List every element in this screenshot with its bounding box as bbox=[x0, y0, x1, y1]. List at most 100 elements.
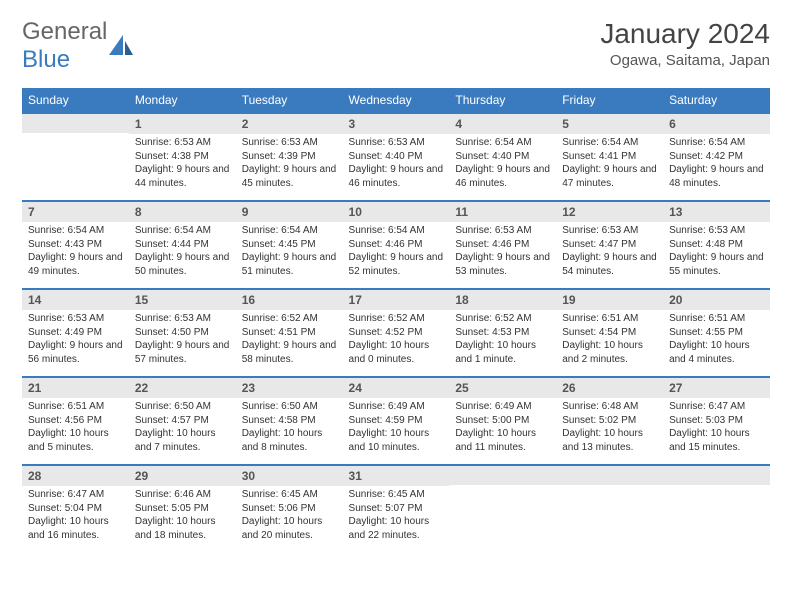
daylight-text: Daylight: 10 hours and 10 minutes. bbox=[349, 427, 444, 454]
calendar-cell: 3Sunrise: 6:53 AMSunset: 4:40 PMDaylight… bbox=[343, 113, 450, 201]
day-body: Sunrise: 6:53 AMSunset: 4:40 PMDaylight:… bbox=[343, 134, 450, 194]
sunrise-text: Sunrise: 6:52 AM bbox=[455, 312, 550, 326]
day-number: 17 bbox=[343, 290, 450, 310]
sunrise-text: Sunrise: 6:53 AM bbox=[135, 312, 230, 326]
calendar-cell bbox=[449, 465, 556, 553]
sunset-text: Sunset: 4:58 PM bbox=[242, 414, 337, 428]
sunset-text: Sunset: 4:54 PM bbox=[562, 326, 657, 340]
calendar-cell: 22Sunrise: 6:50 AMSunset: 4:57 PMDayligh… bbox=[129, 377, 236, 465]
daylight-text: Daylight: 9 hours and 47 minutes. bbox=[562, 163, 657, 190]
sunrise-text: Sunrise: 6:46 AM bbox=[135, 488, 230, 502]
month-title: January 2024 bbox=[600, 18, 770, 50]
daylight-text: Daylight: 10 hours and 0 minutes. bbox=[349, 339, 444, 366]
daylight-text: Daylight: 10 hours and 13 minutes. bbox=[562, 427, 657, 454]
sunset-text: Sunset: 4:44 PM bbox=[135, 238, 230, 252]
calendar-cell: 14Sunrise: 6:53 AMSunset: 4:49 PMDayligh… bbox=[22, 289, 129, 377]
sunrise-text: Sunrise: 6:53 AM bbox=[28, 312, 123, 326]
day-header: Wednesday bbox=[343, 88, 450, 113]
day-number: 13 bbox=[663, 202, 770, 222]
day-body: Sunrise: 6:52 AMSunset: 4:51 PMDaylight:… bbox=[236, 310, 343, 370]
daylight-text: Daylight: 9 hours and 48 minutes. bbox=[669, 163, 764, 190]
day-body: Sunrise: 6:51 AMSunset: 4:56 PMDaylight:… bbox=[22, 398, 129, 458]
sunrise-text: Sunrise: 6:54 AM bbox=[669, 136, 764, 150]
day-body: Sunrise: 6:49 AMSunset: 4:59 PMDaylight:… bbox=[343, 398, 450, 458]
sunset-text: Sunset: 4:47 PM bbox=[562, 238, 657, 252]
daylight-text: Daylight: 9 hours and 44 minutes. bbox=[135, 163, 230, 190]
calendar-cell: 26Sunrise: 6:48 AMSunset: 5:02 PMDayligh… bbox=[556, 377, 663, 465]
day-number: 9 bbox=[236, 202, 343, 222]
sunset-text: Sunset: 4:55 PM bbox=[669, 326, 764, 340]
calendar-cell: 13Sunrise: 6:53 AMSunset: 4:48 PMDayligh… bbox=[663, 201, 770, 289]
day-number: 12 bbox=[556, 202, 663, 222]
sunset-text: Sunset: 4:42 PM bbox=[669, 150, 764, 164]
calendar-cell: 8Sunrise: 6:54 AMSunset: 4:44 PMDaylight… bbox=[129, 201, 236, 289]
day-body: Sunrise: 6:48 AMSunset: 5:02 PMDaylight:… bbox=[556, 398, 663, 458]
day-body: Sunrise: 6:47 AMSunset: 5:03 PMDaylight:… bbox=[663, 398, 770, 458]
sunrise-text: Sunrise: 6:53 AM bbox=[562, 224, 657, 238]
calendar-row: 21Sunrise: 6:51 AMSunset: 4:56 PMDayligh… bbox=[22, 377, 770, 465]
header: General Blue January 2024 Ogawa, Saitama… bbox=[22, 18, 770, 74]
day-body: Sunrise: 6:54 AMSunset: 4:40 PMDaylight:… bbox=[449, 134, 556, 194]
sunset-text: Sunset: 4:50 PM bbox=[135, 326, 230, 340]
day-body: Sunrise: 6:47 AMSunset: 5:04 PMDaylight:… bbox=[22, 486, 129, 546]
calendar-cell: 11Sunrise: 6:53 AMSunset: 4:46 PMDayligh… bbox=[449, 201, 556, 289]
calendar-cell: 30Sunrise: 6:45 AMSunset: 5:06 PMDayligh… bbox=[236, 465, 343, 553]
sunset-text: Sunset: 4:46 PM bbox=[455, 238, 550, 252]
day-body: Sunrise: 6:53 AMSunset: 4:50 PMDaylight:… bbox=[129, 310, 236, 370]
sunset-text: Sunset: 4:38 PM bbox=[135, 150, 230, 164]
day-number: 3 bbox=[343, 114, 450, 134]
day-number: 8 bbox=[129, 202, 236, 222]
calendar-cell: 12Sunrise: 6:53 AMSunset: 4:47 PMDayligh… bbox=[556, 201, 663, 289]
daylight-text: Daylight: 9 hours and 51 minutes. bbox=[242, 251, 337, 278]
logo: General Blue bbox=[22, 18, 135, 74]
sunset-text: Sunset: 4:39 PM bbox=[242, 150, 337, 164]
daylight-text: Daylight: 10 hours and 15 minutes. bbox=[669, 427, 764, 454]
calendar-cell: 25Sunrise: 6:49 AMSunset: 5:00 PMDayligh… bbox=[449, 377, 556, 465]
sunset-text: Sunset: 5:03 PM bbox=[669, 414, 764, 428]
day-body: Sunrise: 6:54 AMSunset: 4:46 PMDaylight:… bbox=[343, 222, 450, 282]
day-body: Sunrise: 6:53 AMSunset: 4:49 PMDaylight:… bbox=[22, 310, 129, 370]
day-header-row: Sunday Monday Tuesday Wednesday Thursday… bbox=[22, 88, 770, 113]
sunrise-text: Sunrise: 6:53 AM bbox=[242, 136, 337, 150]
day-body: Sunrise: 6:52 AMSunset: 4:53 PMDaylight:… bbox=[449, 310, 556, 370]
day-number: 30 bbox=[236, 466, 343, 486]
sunset-text: Sunset: 4:51 PM bbox=[242, 326, 337, 340]
sunrise-text: Sunrise: 6:54 AM bbox=[455, 136, 550, 150]
sunset-text: Sunset: 4:57 PM bbox=[135, 414, 230, 428]
calendar-cell: 17Sunrise: 6:52 AMSunset: 4:52 PMDayligh… bbox=[343, 289, 450, 377]
day-number: 26 bbox=[556, 378, 663, 398]
daylight-text: Daylight: 10 hours and 18 minutes. bbox=[135, 515, 230, 542]
daylight-text: Daylight: 9 hours and 53 minutes. bbox=[455, 251, 550, 278]
day-number: 19 bbox=[556, 290, 663, 310]
calendar-cell: 5Sunrise: 6:54 AMSunset: 4:41 PMDaylight… bbox=[556, 113, 663, 201]
day-number: 15 bbox=[129, 290, 236, 310]
day-body: Sunrise: 6:52 AMSunset: 4:52 PMDaylight:… bbox=[343, 310, 450, 370]
day-body: Sunrise: 6:53 AMSunset: 4:48 PMDaylight:… bbox=[663, 222, 770, 282]
day-header: Friday bbox=[556, 88, 663, 113]
day-body: Sunrise: 6:49 AMSunset: 5:00 PMDaylight:… bbox=[449, 398, 556, 458]
day-body: Sunrise: 6:54 AMSunset: 4:41 PMDaylight:… bbox=[556, 134, 663, 194]
sunrise-text: Sunrise: 6:53 AM bbox=[349, 136, 444, 150]
day-number bbox=[449, 466, 556, 485]
calendar-row: 28Sunrise: 6:47 AMSunset: 5:04 PMDayligh… bbox=[22, 465, 770, 553]
sunset-text: Sunset: 5:07 PM bbox=[349, 502, 444, 516]
title-block: January 2024 Ogawa, Saitama, Japan bbox=[600, 18, 770, 69]
daylight-text: Daylight: 10 hours and 16 minutes. bbox=[28, 515, 123, 542]
day-number: 10 bbox=[343, 202, 450, 222]
calendar-cell bbox=[556, 465, 663, 553]
sunset-text: Sunset: 5:02 PM bbox=[562, 414, 657, 428]
day-number: 31 bbox=[343, 466, 450, 486]
day-body: Sunrise: 6:54 AMSunset: 4:44 PMDaylight:… bbox=[129, 222, 236, 282]
sunset-text: Sunset: 4:59 PM bbox=[349, 414, 444, 428]
day-number: 29 bbox=[129, 466, 236, 486]
sunrise-text: Sunrise: 6:54 AM bbox=[349, 224, 444, 238]
day-body: Sunrise: 6:53 AMSunset: 4:47 PMDaylight:… bbox=[556, 222, 663, 282]
day-number: 20 bbox=[663, 290, 770, 310]
day-number bbox=[663, 466, 770, 485]
calendar-cell: 23Sunrise: 6:50 AMSunset: 4:58 PMDayligh… bbox=[236, 377, 343, 465]
daylight-text: Daylight: 10 hours and 1 minute. bbox=[455, 339, 550, 366]
sunrise-text: Sunrise: 6:52 AM bbox=[349, 312, 444, 326]
calendar-cell: 16Sunrise: 6:52 AMSunset: 4:51 PMDayligh… bbox=[236, 289, 343, 377]
logo-part2: Blue bbox=[22, 46, 70, 73]
calendar-cell bbox=[663, 465, 770, 553]
